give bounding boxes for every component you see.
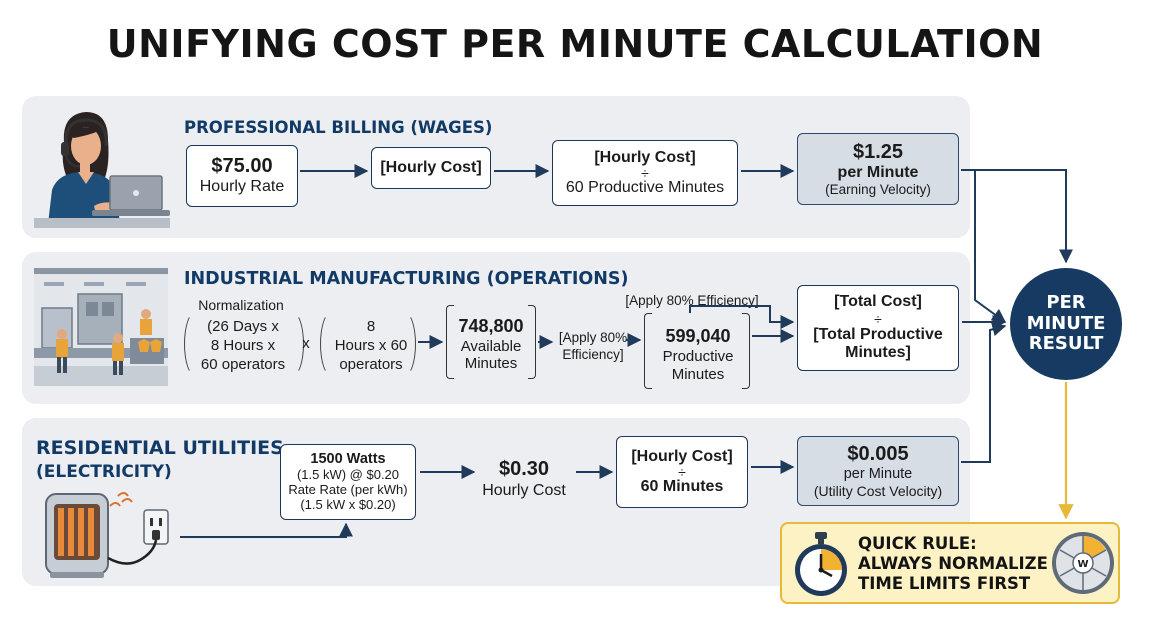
total-cost-box: [Total Cost] ÷ [Total Productive Minutes… xyxy=(797,285,959,371)
normalization-label: Normalization xyxy=(198,297,284,313)
arrow-residential-to-circle xyxy=(961,322,1007,463)
hourly-rate-label: Hourly Rate xyxy=(199,178,285,196)
week-dial-icon: W xyxy=(1050,530,1116,596)
professional-calc-top: [Hourly Cost] xyxy=(594,148,696,166)
watts-value: 1500 Watts xyxy=(310,451,386,468)
hourly-cost-label: [Hourly Cost] xyxy=(380,158,482,176)
professional-result-note: (Earning Velocity) xyxy=(825,181,931,197)
productive-value: 599,040 xyxy=(665,326,731,346)
term1-open-paren xyxy=(184,312,206,376)
page-title: UNIFYING COST PER MINUTE CALCULATION xyxy=(106,22,1044,66)
productive-open-bracket xyxy=(644,313,652,389)
watts-line2: (1.5 kW) @ $0.20 xyxy=(296,466,400,482)
term1-line1: (26 Days x xyxy=(207,318,279,335)
term1-line3: 60 operators xyxy=(200,356,286,373)
term2-line3: operators xyxy=(339,356,403,373)
total-divide-sign: ÷ xyxy=(874,310,882,327)
residential-result-box: $0.005 per Minute (Utility Cost Velocity… xyxy=(797,436,959,506)
times-sign: x xyxy=(302,335,310,352)
arrow-heater-to-watts xyxy=(180,522,353,538)
term2-line2: Hours x 60 xyxy=(334,337,408,354)
hourly-cost-box: [Hourly Cost] xyxy=(371,147,491,189)
watts-box: 1500 Watts (1.5 kW) @ $0.20 Rate Rate (p… xyxy=(280,444,416,520)
per-minute-result-circle: PER MINUTE RESULT xyxy=(1010,268,1122,380)
productive-close-bracket xyxy=(742,313,750,389)
available-line1: Available xyxy=(460,338,522,355)
residential-hourly-label: Hourly Cost xyxy=(482,482,566,499)
professional-calc-bottom: 60 Productive Minutes xyxy=(565,179,725,196)
term1-close-paren xyxy=(282,312,304,376)
apply-efficiency-small-2: Efficiency] xyxy=(562,347,624,362)
watts-line3: Rate Rate (per kWh) xyxy=(288,481,408,497)
apply-efficiency-label: [Apply 80% Efficiency] xyxy=(625,293,759,308)
stopwatch-icon xyxy=(790,530,852,598)
arrow-professional-to-circle xyxy=(961,169,1073,264)
hourly-rate-box: $75.00 Hourly Rate xyxy=(186,145,298,207)
industrial-heading: INDUSTRIAL MANUFACTURING (OPERATIONS) xyxy=(184,269,629,289)
apply-efficiency-small-1: [Apply 80% xyxy=(558,330,628,345)
result-line2: MINUTE xyxy=(1026,312,1106,334)
residential-calc-box: [Hourly Cost] ÷ 60 Minutes xyxy=(616,436,748,508)
professional-calc-box: [Hourly Cost] ÷ 60 Productive Minutes xyxy=(552,140,738,206)
available-value: 748,800 xyxy=(458,316,524,336)
result-line3: RESULT xyxy=(1028,333,1104,355)
quick-rule-line2: ALWAYS NORMALIZE xyxy=(858,554,1048,573)
total-bottom-line1: [Total Productive xyxy=(813,325,943,343)
total-bottom-line2: Minutes] xyxy=(845,344,911,362)
productive-line2: Minutes xyxy=(671,366,725,383)
quick-rule-line3: TIME LIMITS FIRST xyxy=(858,574,1031,593)
term2-open-paren xyxy=(320,312,342,376)
productive-line1: Productive xyxy=(662,348,734,365)
arrow-prof-branch-to-circle xyxy=(974,170,1007,323)
residential-divide-sign: ÷ xyxy=(678,464,686,480)
dial-center-label: W xyxy=(1077,559,1088,570)
available-close-bracket xyxy=(528,305,536,379)
hourly-rate-value: $75.00 xyxy=(211,155,273,178)
factory-workers-icon xyxy=(34,268,168,386)
professional-result-value: $1.25 xyxy=(852,140,904,163)
headset-worker-laptop-icon xyxy=(34,106,170,228)
quick-rule-box: QUICK RULE: ALWAYS NORMALIZE TIME LIMITS… xyxy=(780,522,1120,604)
divide-sign: ÷ xyxy=(641,165,649,181)
residential-heading-line2: (ELECTRICITY) xyxy=(36,462,172,482)
term1-line2: 8 Hours x xyxy=(210,337,276,354)
watts-line4: (1.5 kW x $0.20) xyxy=(300,496,396,512)
available-open-bracket xyxy=(446,305,454,379)
term2-line1: 8 xyxy=(366,318,376,335)
professional-heading: PROFESSIONAL BILLING (WAGES) xyxy=(184,118,493,137)
quick-rule-line1: QUICK RULE: xyxy=(858,534,977,553)
total-cost-top: [Total Cost] xyxy=(834,293,922,311)
available-line2: Minutes xyxy=(464,355,518,372)
residential-heading-line1: RESIDENTIAL UTILITIES xyxy=(36,437,284,459)
residential-calc-top: [Hourly Cost] xyxy=(631,447,733,465)
residential-result-unit: per Minute xyxy=(843,466,913,483)
residential-result-value: $0.005 xyxy=(847,443,909,466)
term2-close-paren xyxy=(394,312,416,376)
residential-calc-bottom: 60 Minutes xyxy=(640,478,724,495)
residential-result-note: (Utility Cost Velocity) xyxy=(813,482,943,499)
arrow-top-apply-to-total xyxy=(689,305,795,329)
result-line1: PER xyxy=(1046,291,1086,313)
space-heater-outlet-icon xyxy=(40,488,180,580)
professional-result-unit: per Minute xyxy=(837,163,919,181)
residential-hourly-value: $0.30 xyxy=(498,458,550,480)
professional-result-box: $1.25 per Minute (Earning Velocity) xyxy=(797,133,959,205)
